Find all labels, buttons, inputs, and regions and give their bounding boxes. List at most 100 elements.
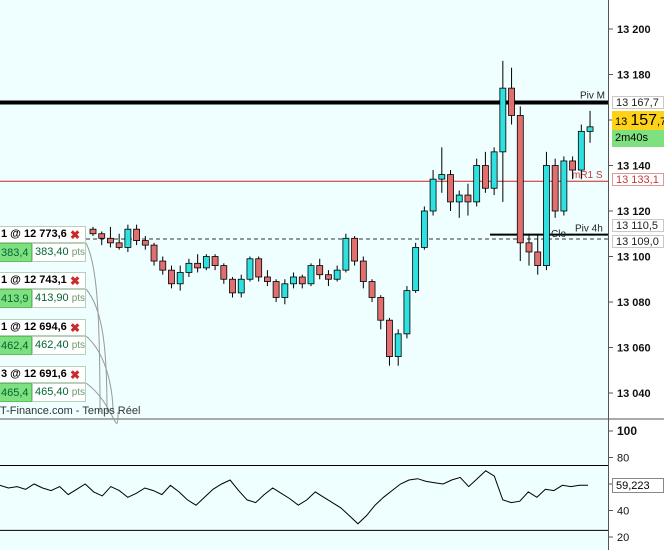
candle-body	[220, 265, 228, 280]
candle-body	[194, 262, 202, 269]
candle-body	[150, 244, 158, 262]
current-price-main: 157	[630, 112, 658, 129]
order-label: 1 @ 12 773,6 ✖	[0, 226, 86, 243]
candle-body	[237, 278, 245, 294]
candle-body	[386, 319, 393, 358]
candle-body	[107, 237, 114, 244]
candle-body	[560, 160, 568, 212]
candle-body	[202, 256, 210, 269]
order-profit-points: 462,40 pts	[32, 336, 86, 355]
order-points-number: 462,40	[35, 339, 72, 351]
candle-body	[508, 87, 515, 116]
candle-body	[176, 272, 184, 285]
price-tick-label: 13 060	[617, 343, 651, 355]
close-order-icon[interactable]: ✖	[69, 321, 81, 335]
order-connector-line	[85, 288, 108, 413]
oscillator	[0, 464, 608, 531]
candle-body	[368, 281, 376, 298]
price-tick-label: 13 080	[617, 297, 651, 309]
order-profit-value: 413,9	[0, 289, 32, 308]
candle-body	[543, 165, 550, 266]
candle-body	[168, 269, 175, 285]
candle-body	[490, 151, 498, 189]
candle-body	[412, 246, 420, 292]
candle-body	[534, 251, 542, 266]
order-points-unit: pts	[71, 247, 86, 258]
level-price-tag: 13 133,1	[612, 173, 664, 186]
candle-body	[298, 276, 306, 285]
close-order-icon[interactable]: ✖	[69, 274, 81, 288]
order-points-number: 383,40	[35, 246, 72, 258]
oscillator-panel-background	[0, 420, 608, 550]
candlesticks	[89, 60, 594, 366]
candle-body	[586, 126, 594, 132]
order-connector-line	[85, 382, 119, 424]
order-label: 1 @ 12 743,1 ✖	[0, 272, 86, 289]
candle-body	[89, 228, 97, 235]
candle-body	[281, 283, 289, 298]
candle-body	[333, 269, 341, 280]
order-profit-value: 465,4	[0, 383, 32, 402]
price-panel-background	[0, 0, 608, 418]
order-points-number: 465,40	[35, 386, 72, 398]
watermark: T-Finance.com - Temps Réel	[0, 405, 141, 417]
candle-body	[325, 274, 332, 280]
close-order-icon[interactable]: ✖	[69, 368, 81, 382]
price-tick-label: 13 200	[617, 24, 651, 36]
level-label: Clo	[551, 229, 566, 240]
order-label: 1 @ 12 694,6 ✖	[0, 319, 86, 336]
candle-body	[255, 258, 263, 278]
candle-body	[455, 194, 463, 203]
candle-body	[290, 276, 297, 285]
order-profit-points: 465,40 pts	[32, 383, 86, 402]
oscillator-series-line	[0, 470, 588, 525]
level-label: Piv 4h	[575, 224, 603, 235]
candle-body	[499, 87, 507, 153]
candle-body	[394, 333, 402, 358]
candle-body	[98, 233, 106, 239]
candle-body	[569, 160, 576, 171]
order-profit-value: 383,4	[0, 243, 32, 262]
candle-body	[403, 290, 411, 335]
candle-body	[351, 237, 359, 262]
candle-body	[420, 210, 428, 248]
order-connector-line	[85, 242, 101, 413]
candle-body	[577, 130, 585, 171]
level-price-tag: 13 167,7	[612, 96, 664, 109]
order-label: 3 @ 12 691,6 ✖	[0, 366, 86, 383]
order-points-unit: pts	[71, 340, 86, 351]
candle-timer: 2m40s	[612, 130, 664, 147]
current-price-prefix: 13	[615, 116, 628, 128]
candle-body	[141, 240, 149, 246]
order-connector-line	[85, 335, 114, 413]
candle-body	[464, 194, 472, 203]
current-price-tag: 13 157,7	[612, 111, 664, 130]
candle-body	[133, 228, 141, 241]
price-tick-label: 13 120	[617, 206, 651, 218]
candle-body	[447, 174, 454, 203]
candle-body	[342, 237, 350, 271]
candle-body	[115, 242, 123, 248]
level-label: mR1 S	[572, 170, 603, 181]
candle-body	[473, 165, 481, 203]
candle-body	[438, 174, 446, 180]
level-price-tag: 13 109,0	[612, 235, 664, 248]
candle-body	[246, 258, 254, 280]
order-profit-points: 413,90 pts	[32, 289, 86, 308]
oscillator-tick-label: 40	[617, 506, 629, 518]
candle-body	[272, 281, 280, 298]
candle-body	[525, 242, 533, 253]
candle-body	[481, 165, 489, 189]
candle-body	[211, 256, 219, 267]
candle-body	[551, 165, 559, 212]
close-order-icon[interactable]: ✖	[69, 228, 81, 242]
candle-body	[185, 262, 193, 273]
oscillator-tick-label: 20	[617, 532, 629, 544]
level-label: Piv M	[580, 90, 605, 101]
axis-panel-background	[608, 0, 664, 550]
order-points-unit: pts	[71, 387, 86, 398]
candle-body	[229, 278, 236, 294]
candle-body	[359, 260, 367, 282]
level-price-tag: 13 110,5	[612, 219, 664, 232]
